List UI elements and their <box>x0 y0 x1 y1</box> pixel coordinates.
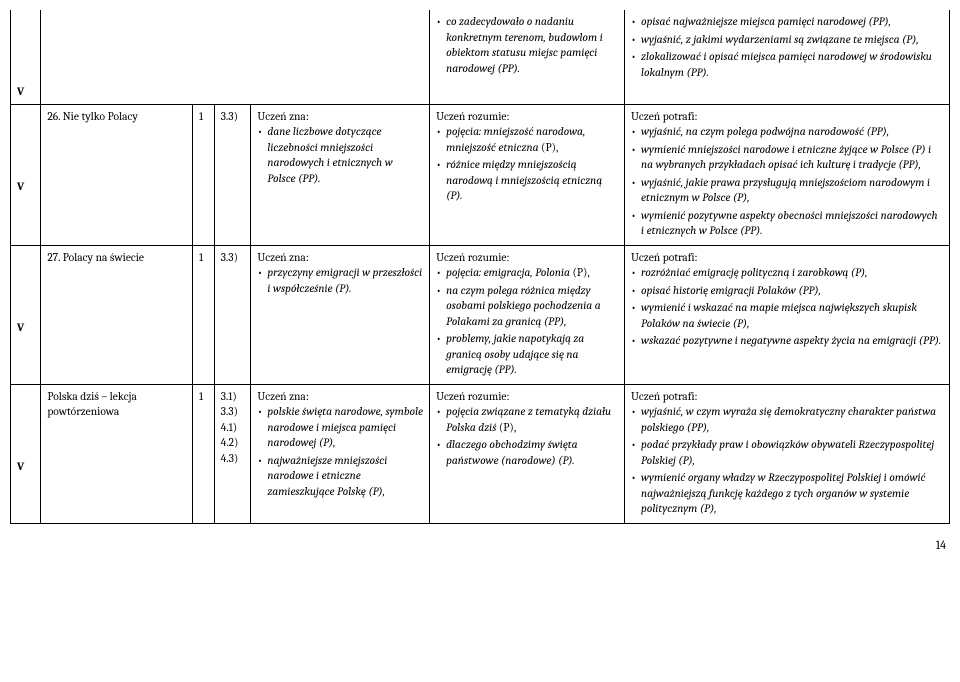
can-cell: opisać najważniejsze miejsca pamięci nar… <box>625 10 950 104</box>
section-marker: V <box>11 384 41 523</box>
section-marker: V <box>11 10 41 104</box>
understands-cell: Uczeń rozumie:pojęcia związane z tematyk… <box>430 384 625 523</box>
understands-cell: Uczeń rozumie:pojęcia: mniejszość narodo… <box>430 104 625 245</box>
can-cell: Uczeń potrafi:wyjaśnić, na czym polega p… <box>625 104 950 245</box>
can-cell: Uczeń potrafi:wyjaśnić, w czym wyraża si… <box>625 384 950 523</box>
understands-cell: Uczeń rozumie:pojęcia: emigracja, Poloni… <box>430 245 625 384</box>
curriculum-ref: 3.1) 3.3) 4.1) 4.2) 4.3) <box>214 384 251 523</box>
curriculum-table: Vco zadecydowało o nadaniu konkretnym te… <box>10 10 950 524</box>
knows-cell: Uczeń zna:przyczyny emigracji w przeszło… <box>251 245 430 384</box>
understands-cell: co zadecydowało o nadaniu konkretnym ter… <box>430 10 625 104</box>
hours: 1 <box>192 384 214 523</box>
page-number: 14 <box>10 538 950 552</box>
curriculum-ref: 3.3) <box>214 104 251 245</box>
section-marker: V <box>11 104 41 245</box>
knows-cell: Uczeń zna:dane liczbowe dotyczące liczeb… <box>251 104 430 245</box>
empty-merge <box>41 10 430 104</box>
topic-title: 27. Polacy na świecie <box>41 245 193 384</box>
can-cell: Uczeń potrafi:rozróżniać emigrację polit… <box>625 245 950 384</box>
hours: 1 <box>192 245 214 384</box>
topic-title: Polska dziś – lekcja powtórzeniowa <box>41 384 193 523</box>
hours: 1 <box>192 104 214 245</box>
knows-cell: Uczeń zna:polskie święta narodowe, symbo… <box>251 384 430 523</box>
curriculum-ref: 3.3) <box>214 245 251 384</box>
section-marker: V <box>11 245 41 384</box>
topic-title: 26. Nie tylko Polacy <box>41 104 193 245</box>
